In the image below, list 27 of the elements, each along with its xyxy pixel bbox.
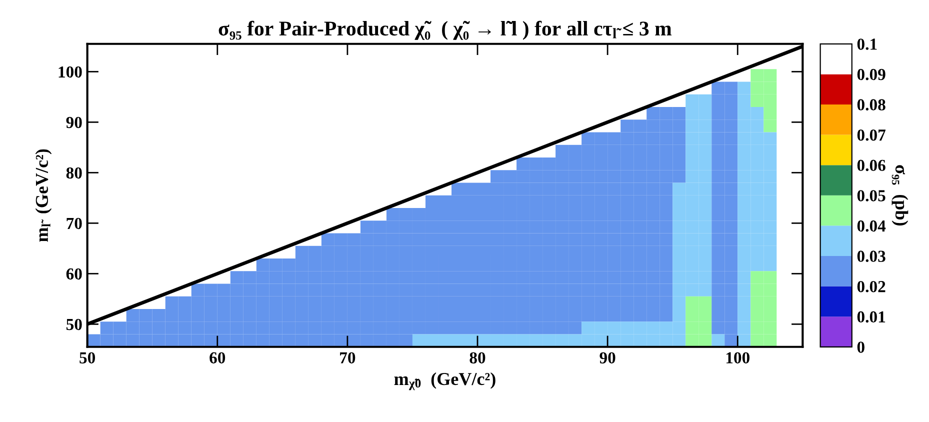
x-tick-label: 100: [726, 352, 750, 364]
color-bar-label: 0: [857, 342, 864, 353]
color-bar-label: 0.02: [857, 280, 886, 292]
color-bar-label: 0.06: [857, 160, 886, 172]
x-axis-title: m$_{χ̃0}$ (GeV/c²): [394, 372, 496, 390]
color-bar-label: 0.05: [857, 190, 886, 202]
x-tick-label: 90: [600, 352, 616, 364]
y-tick-label: 50: [66, 318, 82, 330]
color-bar-label: 0.08: [857, 99, 886, 111]
color-bar-title: σ₉₅ (pb): [892, 165, 908, 226]
color-bar-label: 0.09: [857, 68, 886, 80]
color-bar-label: 0.07: [857, 129, 886, 141]
chart-title: σ₉₅ for Pair-Produced χ̃₀ ( χ̃₀ → l̃ l ) for all cτ$_{l̃}$≤ 3 m: [218, 20, 672, 40]
y-tick-label: 90: [66, 116, 82, 128]
x-tick-label: 50: [80, 352, 96, 364]
color-bar-label: 0.01: [857, 311, 886, 323]
x-tick-label: 70: [340, 352, 356, 364]
x-tick-label: 60: [210, 352, 226, 364]
color-bar-label: 0.04: [857, 220, 886, 232]
y-tick-label: 70: [66, 218, 82, 230]
y-tick-label: 60: [66, 268, 82, 280]
y-tick-label: 100: [58, 66, 82, 78]
x-tick-label: 80: [470, 352, 486, 364]
color-bar-label: 0.03: [857, 250, 886, 262]
y-tick-label: 80: [66, 167, 82, 179]
color-bar-label: 0.1: [857, 38, 877, 50]
y-axis-title: m$_{l̃}$ (GeV/c²): [35, 149, 52, 242]
